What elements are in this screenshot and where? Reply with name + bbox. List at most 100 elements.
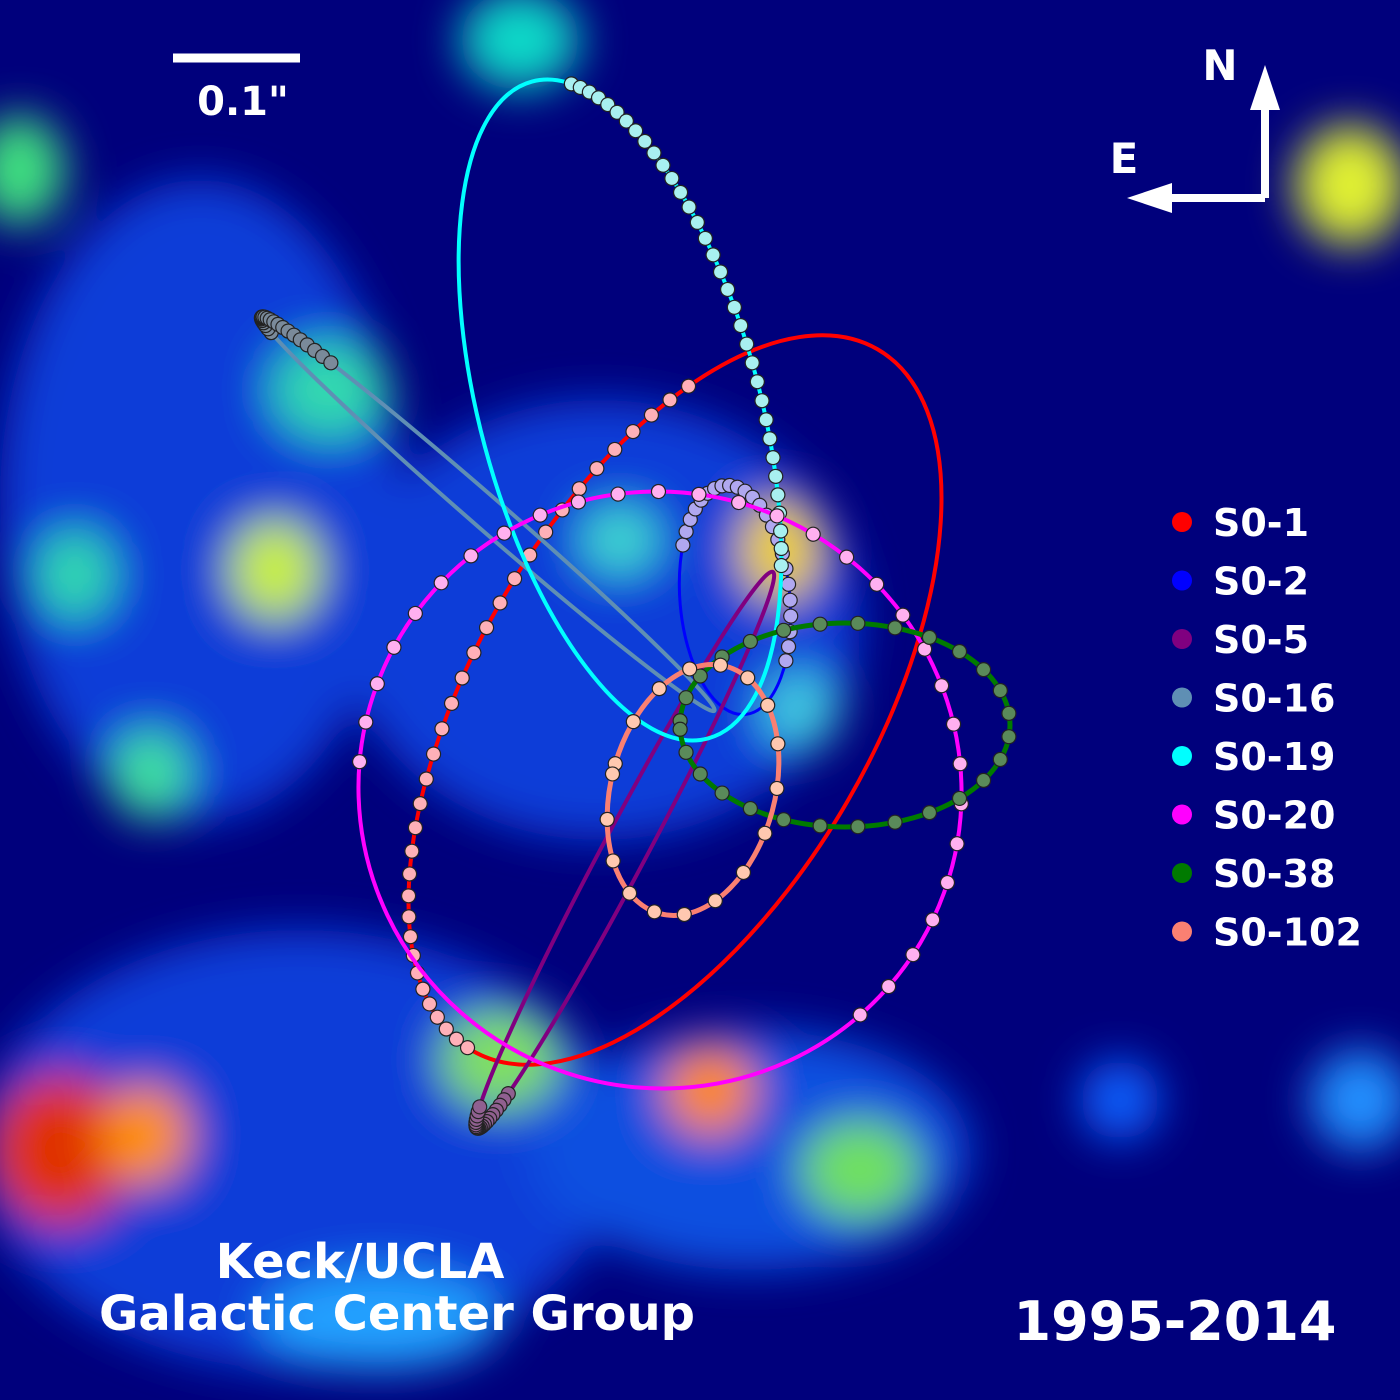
orbit-point xyxy=(625,714,641,730)
credit-line: Galactic Center Group xyxy=(99,1286,695,1342)
legend-label: S0-5 xyxy=(1213,618,1309,662)
orbit xyxy=(456,76,789,743)
orbit-point xyxy=(680,378,697,394)
orbit-point xyxy=(651,681,667,697)
orbit-point xyxy=(621,885,638,901)
orbit xyxy=(599,657,786,923)
orbit-point xyxy=(773,523,789,539)
orbit-point xyxy=(672,184,689,200)
orbit-point xyxy=(646,904,662,920)
orbit-point xyxy=(934,678,950,694)
orbit-point xyxy=(672,721,688,737)
orbit-point xyxy=(637,133,653,149)
orbit xyxy=(468,569,777,1136)
orbit-point xyxy=(609,104,625,120)
orbit-point xyxy=(707,893,723,909)
orbit xyxy=(351,483,969,1091)
orbit-point xyxy=(850,615,866,631)
orbit-point xyxy=(744,355,760,371)
orbit-point xyxy=(742,633,758,650)
legend-label: S0-1 xyxy=(1213,501,1309,545)
orbit-point xyxy=(881,978,897,995)
orbit-point xyxy=(532,507,548,523)
orbit-point xyxy=(768,468,784,484)
orbit-point xyxy=(720,281,736,298)
orbit-point xyxy=(605,853,621,869)
orbit-point xyxy=(778,653,794,669)
orbit-point xyxy=(692,668,708,684)
orbit-point xyxy=(749,374,765,390)
orbit-point xyxy=(678,744,694,760)
orbit-point xyxy=(429,1009,445,1025)
orbit-point xyxy=(358,714,374,730)
orbit-point xyxy=(618,113,634,129)
orbit-point xyxy=(992,682,1008,699)
orbit-point xyxy=(610,486,626,502)
orbit-point xyxy=(466,645,482,661)
orbit-point xyxy=(850,819,866,835)
orbit-point xyxy=(589,460,605,477)
orbit-point xyxy=(770,487,786,503)
orbit-point xyxy=(739,336,755,352)
scale-label: 0.1" xyxy=(197,79,289,125)
orbit-point xyxy=(351,754,368,770)
orbit-point xyxy=(682,661,698,677)
orbit-point xyxy=(812,616,828,632)
orbit-point xyxy=(496,525,512,541)
orbit-point xyxy=(691,486,707,502)
orbit-point xyxy=(443,695,460,711)
orbit-point xyxy=(506,571,523,587)
orbit-point xyxy=(571,481,587,497)
orbit-point xyxy=(951,643,968,660)
orbit-point xyxy=(740,670,756,686)
orbit-point xyxy=(678,690,694,706)
orbit-point xyxy=(758,412,774,428)
legend-label: S0-102 xyxy=(1213,911,1362,955)
orbit-point xyxy=(712,657,729,673)
orbit-point xyxy=(812,818,828,834)
orbit-point xyxy=(949,836,965,852)
orbit-point xyxy=(438,1021,454,1037)
legend-marker xyxy=(1172,746,1192,766)
orbit-point xyxy=(425,746,442,762)
compass-east: E xyxy=(1110,134,1139,183)
orbit-point xyxy=(765,450,781,466)
orbit-point xyxy=(839,549,855,565)
legend-marker xyxy=(1172,863,1192,883)
orbit-point xyxy=(646,145,662,161)
orbit-point xyxy=(607,441,623,458)
orbit-point xyxy=(769,780,785,797)
legend-label: S0-20 xyxy=(1213,794,1335,838)
orbit-point xyxy=(604,766,621,782)
orbit-point xyxy=(664,170,680,187)
orbit-point xyxy=(692,766,708,782)
orbit-point xyxy=(780,576,797,592)
orbit-point xyxy=(776,812,792,828)
orbit-point xyxy=(655,157,671,173)
orbit-point xyxy=(400,888,417,904)
orbit-point xyxy=(773,557,789,574)
orbit-point xyxy=(454,670,470,686)
orbit-point xyxy=(369,676,385,692)
orbit-point xyxy=(323,355,339,371)
legend-marker xyxy=(1172,512,1192,532)
orbit-point xyxy=(731,494,747,511)
orbit-point xyxy=(434,721,450,737)
orbit-point xyxy=(681,199,697,215)
orbit-point xyxy=(925,912,941,928)
orbit-point xyxy=(905,947,921,963)
orbit-point xyxy=(418,771,434,787)
orbit xyxy=(672,615,1017,835)
compass-north: N xyxy=(1202,41,1237,90)
orbit-point xyxy=(1001,705,1017,721)
orbit-point xyxy=(643,407,660,423)
orbit-point xyxy=(1001,729,1017,745)
orbit-point xyxy=(402,929,419,945)
legend-label: S0-16 xyxy=(1213,677,1335,721)
orbit-point xyxy=(676,906,692,923)
legend-marker xyxy=(1172,921,1192,942)
orbit-point xyxy=(697,230,713,246)
orbit-point xyxy=(951,790,968,807)
orbit-point xyxy=(705,247,721,263)
